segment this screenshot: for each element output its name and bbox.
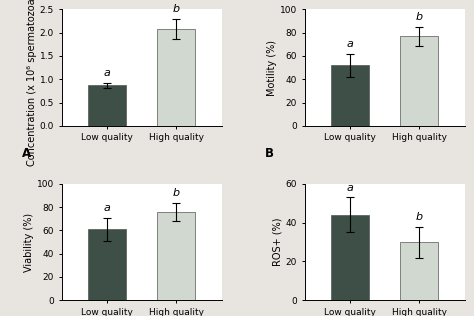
Bar	[88, 229, 126, 300]
Text: b: b	[173, 188, 180, 198]
Text: a: a	[103, 68, 110, 78]
Bar	[331, 65, 369, 126]
Text: B: B	[264, 147, 273, 160]
Bar	[331, 215, 369, 300]
Y-axis label: Viability (%): Viability (%)	[24, 212, 34, 272]
Y-axis label: ROS+ (%): ROS+ (%)	[273, 218, 283, 266]
Text: b: b	[416, 12, 423, 22]
Text: b: b	[173, 4, 180, 14]
Text: b: b	[416, 212, 423, 222]
Bar	[400, 242, 438, 300]
Bar	[88, 85, 126, 126]
Bar	[400, 36, 438, 126]
Y-axis label: Motility (%): Motility (%)	[267, 40, 277, 96]
Bar	[157, 212, 195, 300]
Text: a: a	[346, 39, 353, 49]
Text: a: a	[346, 183, 353, 193]
Bar	[157, 29, 195, 126]
Y-axis label: Concentration (x 10⁶ spermatozoa / mL): Concentration (x 10⁶ spermatozoa / mL)	[27, 0, 37, 166]
Text: A: A	[22, 147, 31, 160]
Text: a: a	[103, 203, 110, 213]
